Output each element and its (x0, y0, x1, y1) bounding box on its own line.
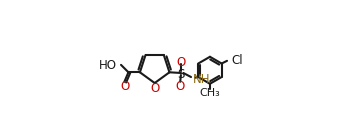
Text: Cl: Cl (232, 54, 243, 68)
Text: O: O (176, 56, 186, 69)
Text: S: S (177, 68, 185, 81)
Text: CH₃: CH₃ (199, 88, 220, 98)
Text: O: O (121, 80, 130, 93)
Text: O: O (176, 80, 185, 93)
Text: NH: NH (192, 73, 210, 86)
Text: HO: HO (99, 58, 117, 72)
Text: O: O (150, 82, 159, 95)
